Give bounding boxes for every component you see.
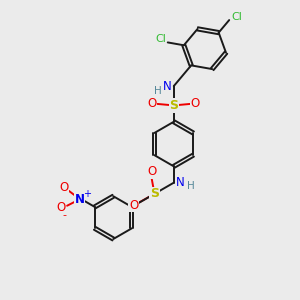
Text: Cl: Cl <box>155 34 166 44</box>
Text: O: O <box>59 181 68 194</box>
Text: -: - <box>63 210 67 220</box>
Text: S: S <box>169 99 178 112</box>
Text: O: O <box>148 98 157 110</box>
Text: H: H <box>154 85 161 96</box>
Text: Cl: Cl <box>231 12 242 22</box>
Text: S: S <box>150 187 159 200</box>
Text: N: N <box>176 176 185 189</box>
Text: O: O <box>56 201 65 214</box>
Text: N: N <box>75 193 85 206</box>
Text: +: + <box>83 189 91 199</box>
Text: O: O <box>129 199 138 212</box>
Text: H: H <box>187 181 194 191</box>
Text: O: O <box>147 165 156 178</box>
Text: O: O <box>191 98 200 110</box>
Text: N: N <box>163 80 172 93</box>
